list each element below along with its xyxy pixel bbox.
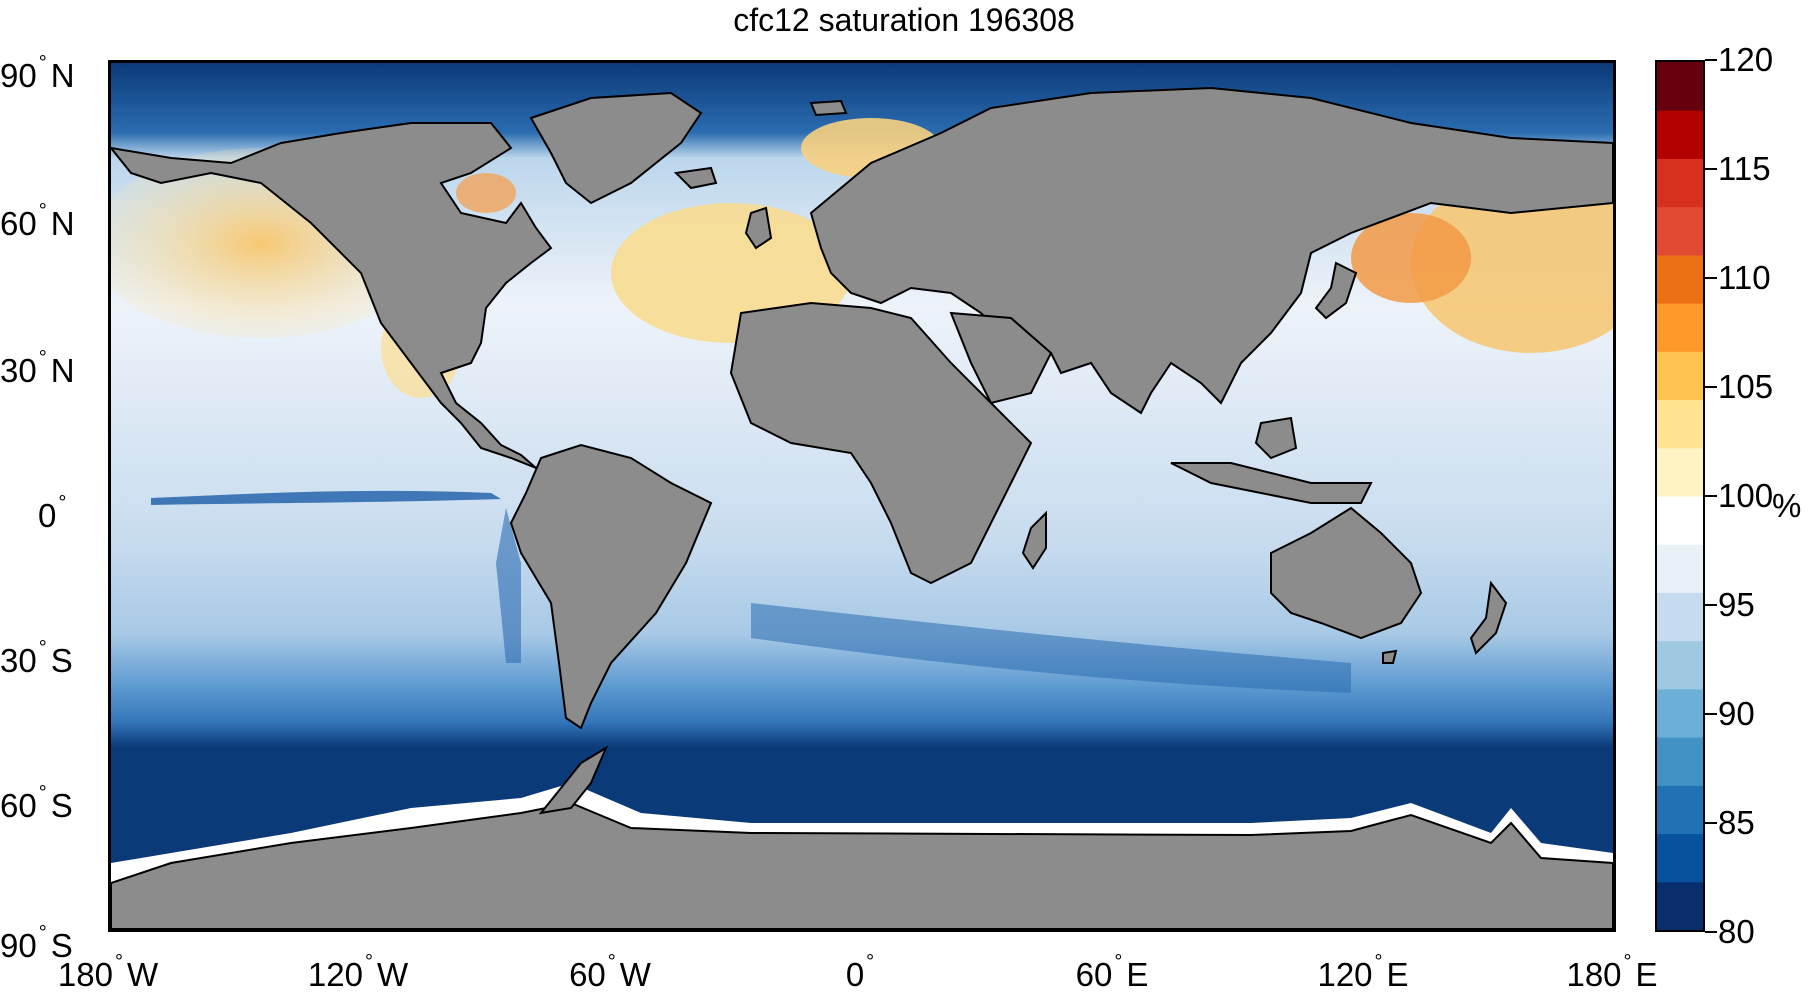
colorbar-swatch	[1657, 737, 1703, 786]
colorbar-tick-label: 115	[1718, 150, 1771, 187]
hudson-bay-warm-region	[456, 173, 516, 213]
y-tick-0: 0 °	[38, 492, 67, 534]
borneo	[1254, 416, 1298, 460]
kuroshio-warm-region	[1351, 213, 1471, 303]
y-tick-30s: 30 ° S	[0, 637, 73, 679]
colorbar-tick-mark	[1705, 713, 1717, 715]
north-america	[111, 122, 553, 469]
new-zealand	[1469, 580, 1508, 655]
great-britain	[744, 206, 773, 250]
y-tick-60n: 60 ° N	[0, 200, 75, 242]
x-tick-0: 0 °	[845, 951, 875, 993]
colorbar-tick-label: 100	[1718, 477, 1774, 514]
colorbar-swatch	[1657, 688, 1703, 738]
arabian-peninsula	[949, 311, 1053, 405]
colorbar-tick-mark	[1705, 168, 1717, 170]
y-tick-90n: 90 ° N	[0, 52, 75, 94]
x-tick-60e: 60 ° E	[1075, 951, 1149, 993]
colorbar-tick-label: 85	[1718, 804, 1755, 841]
x-tick-120e: 120 ° E	[1317, 951, 1409, 993]
colorbar-tick-label: 120	[1718, 41, 1774, 78]
colorbar-tick-mark	[1705, 277, 1717, 279]
x-tick-180e: 180 ° E	[1566, 951, 1658, 993]
colorbar-tick-label: 80	[1718, 913, 1755, 950]
colorbar-swatch	[1657, 158, 1703, 208]
colorbar-swatch	[1657, 206, 1703, 256]
x-tick-60w: 60 ° W	[569, 951, 651, 993]
colorbar-tick-mark	[1705, 59, 1717, 61]
colorbar-swatch	[1657, 62, 1703, 111]
land-masses	[111, 86, 1613, 929]
southern-ocean-blue-band	[751, 603, 1351, 693]
colorbar-tick-mark	[1705, 386, 1717, 388]
colorbar-swatch	[1657, 496, 1703, 545]
greenland	[529, 91, 703, 205]
south-america	[509, 443, 713, 730]
colorbar-tick-mark	[1705, 822, 1717, 824]
australia	[1270, 506, 1423, 640]
colorbar-swatch	[1657, 110, 1703, 159]
tasmania	[1382, 649, 1398, 664]
y-tick-30n: 30 ° N	[0, 347, 75, 389]
equatorial-pacific-blue-band	[151, 490, 501, 505]
iceland	[673, 166, 718, 190]
africa	[729, 301, 1033, 585]
colorbar-tick-mark	[1705, 931, 1717, 933]
colorbar-swatch	[1657, 303, 1703, 352]
colorbar-swatch	[1657, 447, 1703, 497]
colorbar-tick-label: 95	[1718, 586, 1755, 623]
colorbar-swatch	[1657, 399, 1703, 449]
colorbar-swatch	[1657, 544, 1703, 593]
peru-current-blue-band	[496, 508, 521, 663]
svalbard	[809, 99, 848, 117]
y-tick-60s: 60 ° S	[0, 782, 73, 824]
colorbar-tick-label: 90	[1718, 695, 1755, 732]
map-title: cfc12 saturation 196308	[733, 2, 1075, 38]
japan	[1314, 261, 1358, 320]
antarctic-peninsula	[538, 745, 609, 815]
colorbar-swatch	[1657, 592, 1703, 642]
colorbar-tick-label: 105	[1718, 368, 1774, 405]
antarctica	[111, 801, 1613, 929]
map-plot-area	[108, 60, 1616, 932]
y-tick-90s: 90 ° S	[0, 922, 73, 964]
colorbar-swatch	[1657, 785, 1703, 835]
colorbar-tick-mark	[1705, 495, 1717, 497]
x-tick-180w: 180 ° W	[57, 951, 159, 993]
colorbar-unit: %	[1772, 487, 1802, 524]
map-canvas	[111, 63, 1613, 929]
west-pacific-warm-region	[1411, 173, 1613, 353]
colorbar-swatch	[1657, 640, 1703, 690]
x-tick-120w: 120 ° W	[307, 951, 409, 993]
colorbar-swatch	[1657, 351, 1703, 401]
madagascar	[1021, 510, 1047, 570]
colorbar-swatch	[1657, 881, 1703, 930]
colorbar-tick-label: 110	[1718, 259, 1771, 296]
indonesia	[1170, 462, 1373, 504]
colorbar	[1655, 60, 1705, 932]
colorbar-swatch	[1657, 254, 1703, 304]
colorbar-swatch	[1657, 833, 1703, 883]
colorbar-tick-mark	[1705, 604, 1717, 606]
colorbar-gradient	[1657, 62, 1703, 930]
